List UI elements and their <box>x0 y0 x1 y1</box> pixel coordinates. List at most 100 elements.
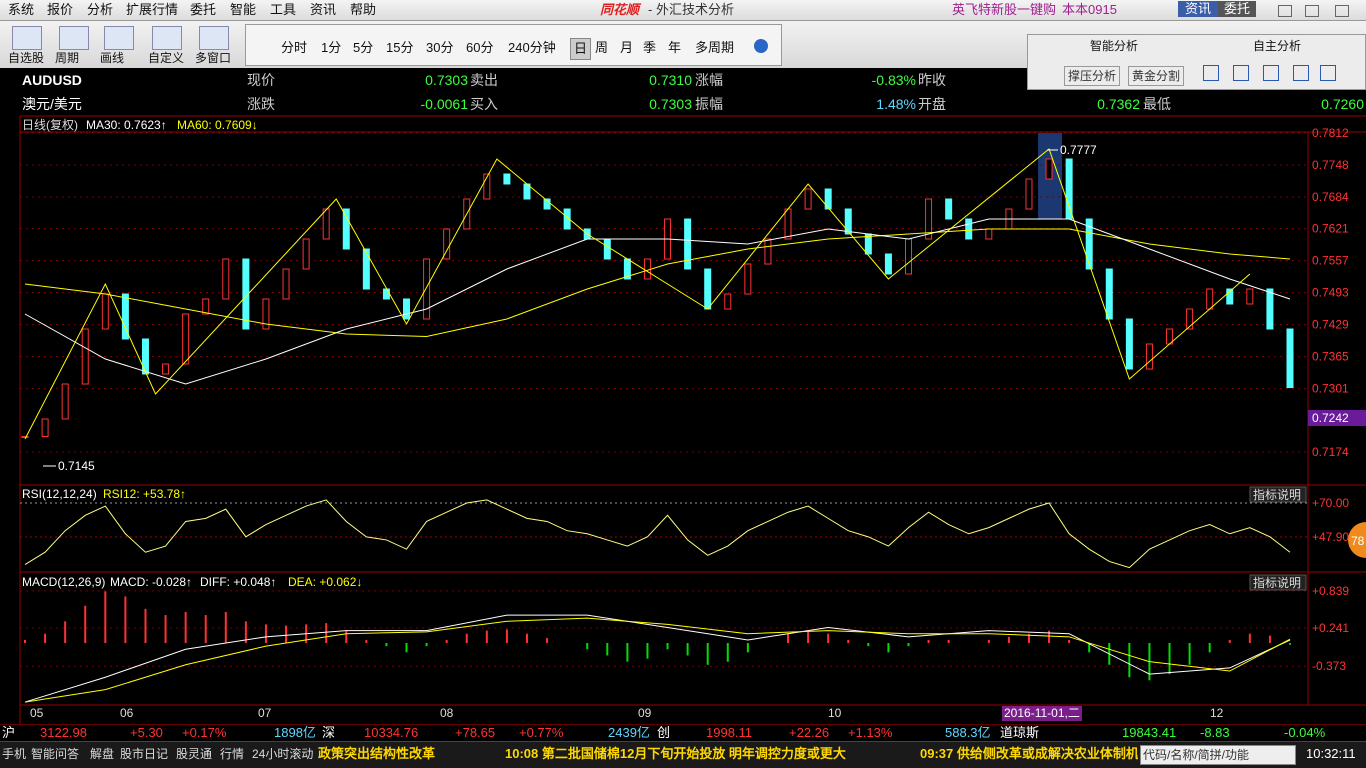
ticker-item: 19843.41 <box>1122 725 1177 740</box>
date-highlight <box>1002 706 1082 721</box>
quote-label: 振幅 <box>695 96 723 112</box>
button[interactable]: 资讯 <box>1178 1 1219 17</box>
tool-button[interactable]: 自定义 <box>148 51 185 65</box>
candle <box>403 298 411 320</box>
candle <box>724 293 732 310</box>
quote-value: 1.48% <box>876 96 916 112</box>
menu-item[interactable]: 智能 <box>230 2 257 17</box>
news-item[interactable]: 09:37 供给侧改革或成解决农业体制机制 <box>920 746 1138 761</box>
period-button[interactable]: 240分钟 <box>508 40 556 55</box>
candle <box>182 313 190 365</box>
promo-link[interactable]: 英飞特新股一键购 <box>952 2 1057 17</box>
tool-button[interactable]: 周期 <box>55 51 80 65</box>
search-box[interactable]: 代码/名称/简拼/功能 <box>1140 745 1296 765</box>
status-tab[interactable]: 股市日记 <box>120 747 169 761</box>
period-button[interactable]: 分时 <box>281 40 308 55</box>
ticker-item: 588.3亿 <box>945 725 991 740</box>
status-tab[interactable]: 智能问答 <box>31 747 80 761</box>
candle <box>1226 288 1234 305</box>
period-button[interactable]: 日 <box>570 38 592 60</box>
candle <box>704 268 712 310</box>
news-item[interactable]: 10:08 第二批国储棉12月下旬开始投放 明年调控力度或更大 <box>505 746 846 761</box>
menu-item[interactable]: 系统 <box>8 2 35 17</box>
tab[interactable]: 智能分析 <box>1090 39 1139 53</box>
y-tick-label: 0.7493 <box>1312 286 1349 300</box>
candle <box>1145 343 1153 370</box>
menu-item[interactable]: 帮助 <box>350 2 377 17</box>
candle <box>1065 158 1073 220</box>
quote-label: 涨幅 <box>695 72 723 88</box>
candle <box>884 253 892 275</box>
status-tab[interactable]: 手机 <box>2 747 27 761</box>
candle <box>41 418 49 437</box>
period-button[interactable]: 月 <box>620 40 634 55</box>
candle <box>362 248 370 290</box>
status-bar: 手机 智能问答 解盘 股市日记 股灵通 行情 24小时滚动 政策突出结构性改革 10:08 第二… <box>0 741 1366 768</box>
menu-item[interactable]: 扩展行情 <box>126 2 179 17</box>
candle <box>603 238 611 260</box>
menu-item[interactable]: 委托 <box>190 2 217 17</box>
y-tick-label: 0.7174 <box>1312 445 1349 459</box>
ticker-item: -8.83 <box>1200 725 1230 740</box>
button[interactable]: 撑压分析 <box>1064 66 1121 86</box>
button[interactable]: 黄金分割 <box>1128 66 1185 86</box>
quote-value: -0.0061 <box>420 96 468 112</box>
ticker-item: +0.77% <box>519 725 564 740</box>
menu-item[interactable]: 资讯 <box>310 2 337 17</box>
status-tab[interactable]: 解盘 <box>90 747 115 761</box>
tab[interactable]: 自主分析 <box>1253 39 1302 53</box>
tool-icon <box>12 26 42 50</box>
indicator-reading: DIFF: +0.048↑ <box>200 575 276 589</box>
tool-button[interactable]: 自选股 <box>8 51 45 65</box>
tool-icon <box>152 26 182 50</box>
menu-item[interactable]: 工具 <box>270 2 297 17</box>
period-button[interactable]: 周 <box>595 40 609 55</box>
candle <box>1105 268 1113 320</box>
candle <box>563 208 571 230</box>
quote-value: 0.7303 <box>649 96 692 112</box>
ma-line <box>24 228 1291 338</box>
period-button[interactable]: 年 <box>668 40 682 55</box>
clock: 10:32:11 <box>1306 746 1356 761</box>
period-button[interactable]: 5分 <box>353 40 374 55</box>
quote-value: 0.7303 <box>425 72 468 88</box>
ticker-item: 10334.76 <box>364 725 419 740</box>
candle <box>61 383 69 420</box>
candle <box>1186 308 1194 330</box>
menu-item[interactable]: 报价 <box>47 2 74 17</box>
period-button[interactable]: 60分 <box>466 40 494 55</box>
candle <box>1266 288 1274 330</box>
news-item[interactable]: 政策突出结构性改革 <box>318 746 436 761</box>
period-button[interactable]: 15分 <box>386 40 414 55</box>
account[interactable]: 本本0915 <box>1062 2 1117 17</box>
ticker-item: -0.04% <box>1284 725 1326 740</box>
candle <box>222 258 230 300</box>
period-button[interactable]: 多周期 <box>695 40 735 55</box>
ticker-item: 3122.98 <box>40 725 87 740</box>
y-tick-label: 0.7748 <box>1312 158 1349 172</box>
period-button[interactable]: 30分 <box>426 40 454 55</box>
period-button[interactable]: 季 <box>643 40 657 55</box>
ticker-item: 创 <box>657 725 671 740</box>
y-tick-label: 0.7812 <box>1312 126 1349 140</box>
status-tab[interactable]: 24小时滚动 <box>252 747 314 761</box>
quote-label: 澳元/美元 <box>22 96 82 112</box>
period-button[interactable]: 1分 <box>321 40 342 55</box>
candle <box>503 173 511 185</box>
status-tab[interactable]: 股灵通 <box>176 747 213 761</box>
candle <box>162 363 170 375</box>
candle <box>1286 328 1294 388</box>
status-tab[interactable]: 行情 <box>220 747 245 761</box>
period-label: 日线(复权) <box>22 118 78 132</box>
tool-button[interactable]: 多窗口 <box>195 51 232 65</box>
candle <box>101 293 109 330</box>
rsi-line <box>24 499 1291 569</box>
price-marker: 0.7242 <box>1312 411 1349 425</box>
button[interactable]: 委托 <box>1218 1 1257 17</box>
candle <box>1085 218 1093 270</box>
help-bg <box>1249 486 1307 503</box>
tool-button[interactable]: 画线 <box>100 51 125 65</box>
ticker-item: +22.26 <box>789 725 830 740</box>
menu-item[interactable]: 分析 <box>87 2 114 17</box>
